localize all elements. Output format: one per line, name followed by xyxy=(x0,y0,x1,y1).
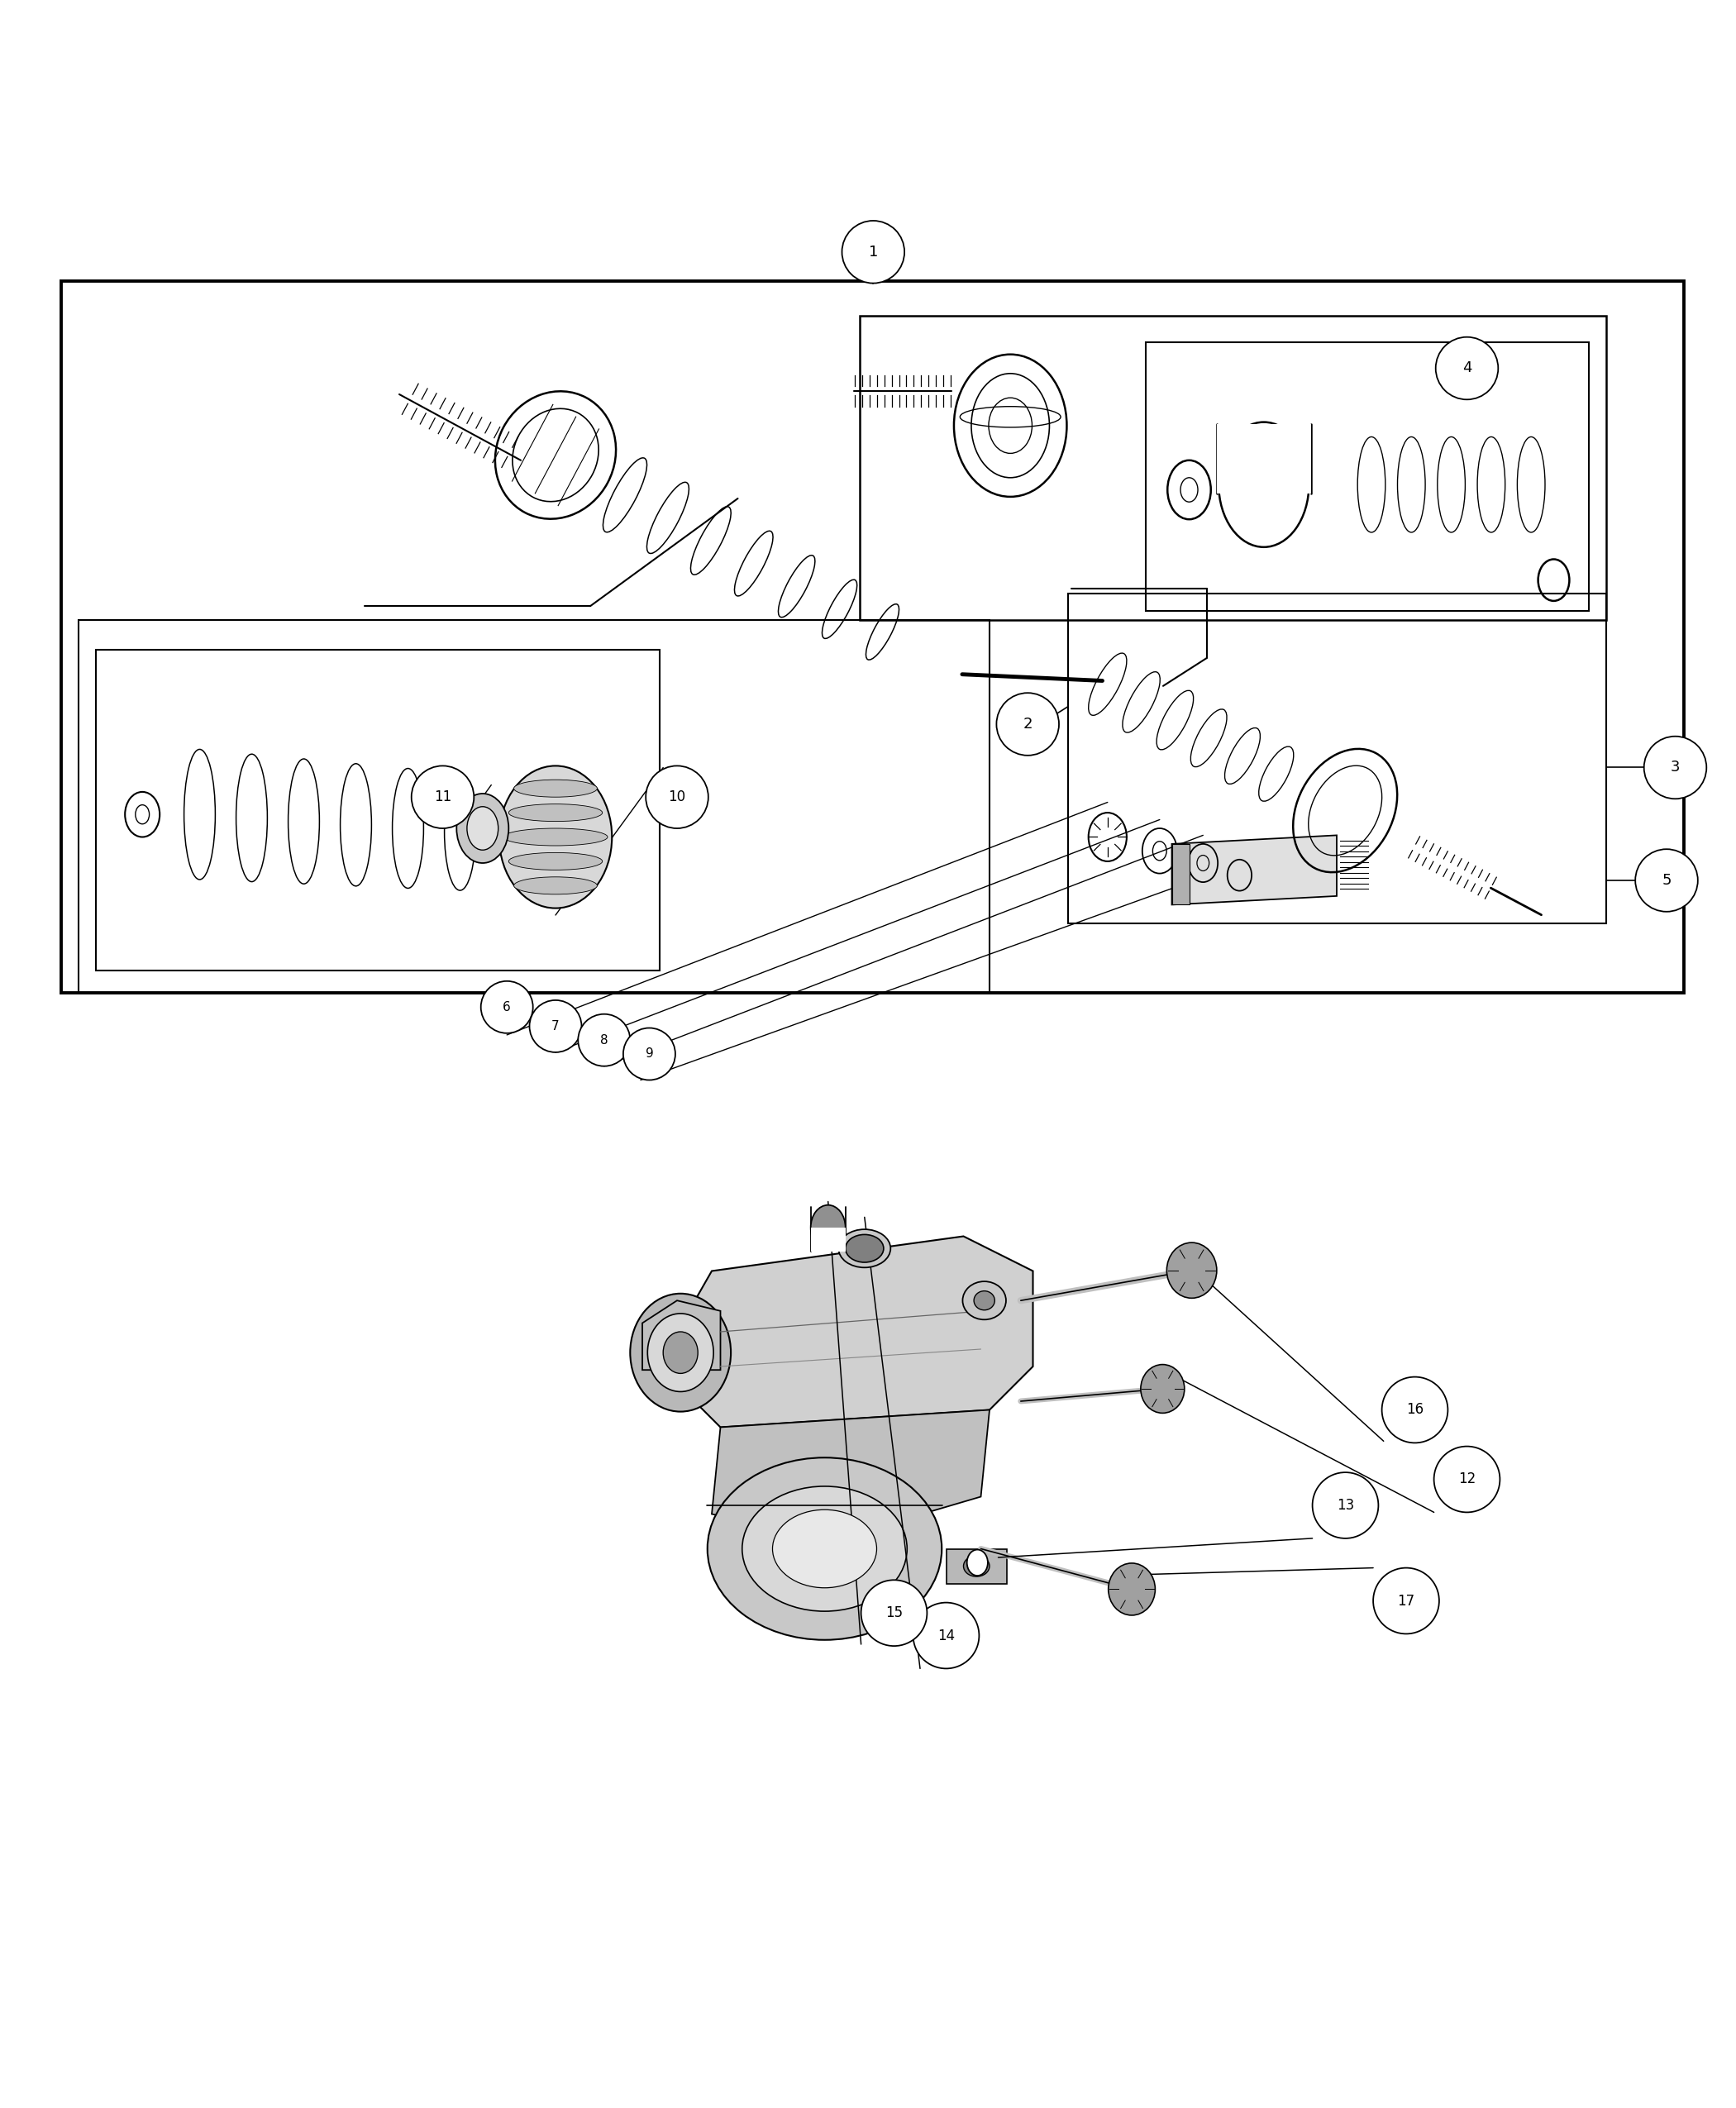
Ellipse shape xyxy=(503,828,608,845)
Ellipse shape xyxy=(500,765,611,909)
Circle shape xyxy=(842,221,904,282)
Ellipse shape xyxy=(962,1282,1005,1320)
Text: 8: 8 xyxy=(601,1033,608,1046)
Ellipse shape xyxy=(708,1457,941,1640)
Circle shape xyxy=(646,765,708,828)
Ellipse shape xyxy=(457,793,509,862)
Text: 15: 15 xyxy=(885,1606,903,1621)
Text: 14: 14 xyxy=(937,1627,955,1642)
Circle shape xyxy=(1436,337,1498,401)
Bar xyxy=(61,282,1684,993)
Polygon shape xyxy=(677,1235,1033,1427)
Ellipse shape xyxy=(514,877,597,894)
Ellipse shape xyxy=(845,1235,884,1263)
Bar xyxy=(859,316,1606,620)
Text: 13: 13 xyxy=(1337,1499,1354,1514)
Bar xyxy=(1146,341,1588,611)
Ellipse shape xyxy=(963,1556,990,1577)
Text: 1: 1 xyxy=(868,245,878,259)
Polygon shape xyxy=(1172,835,1337,904)
Text: 9: 9 xyxy=(646,1048,653,1060)
Ellipse shape xyxy=(514,780,597,797)
Text: 11: 11 xyxy=(434,790,451,805)
Text: 10: 10 xyxy=(668,790,686,805)
Polygon shape xyxy=(642,1301,720,1370)
Ellipse shape xyxy=(1141,1364,1184,1412)
Circle shape xyxy=(411,765,474,828)
Ellipse shape xyxy=(811,1206,845,1250)
Bar xyxy=(1068,594,1606,923)
Ellipse shape xyxy=(648,1313,713,1391)
Circle shape xyxy=(996,694,1059,755)
Circle shape xyxy=(623,1029,675,1079)
Bar xyxy=(78,620,990,993)
Ellipse shape xyxy=(467,807,498,850)
Polygon shape xyxy=(712,1410,990,1541)
Circle shape xyxy=(913,1602,979,1670)
Ellipse shape xyxy=(851,1240,877,1258)
Circle shape xyxy=(578,1014,630,1067)
Circle shape xyxy=(1382,1377,1448,1442)
Text: 6: 6 xyxy=(503,1001,510,1014)
Ellipse shape xyxy=(743,1486,906,1611)
Ellipse shape xyxy=(1108,1564,1154,1615)
Ellipse shape xyxy=(663,1332,698,1374)
Bar xyxy=(1172,843,1189,904)
Circle shape xyxy=(861,1581,927,1646)
Text: 2: 2 xyxy=(1023,717,1033,731)
Text: 17: 17 xyxy=(1397,1594,1415,1608)
Ellipse shape xyxy=(1167,1242,1217,1299)
Circle shape xyxy=(1644,736,1706,799)
Ellipse shape xyxy=(974,1290,995,1309)
Circle shape xyxy=(1373,1568,1439,1634)
Circle shape xyxy=(1635,850,1698,911)
Ellipse shape xyxy=(509,852,602,871)
Text: 5: 5 xyxy=(1661,873,1672,887)
Text: 3: 3 xyxy=(1670,761,1680,776)
Ellipse shape xyxy=(773,1509,877,1587)
Text: 16: 16 xyxy=(1406,1402,1424,1417)
Circle shape xyxy=(1312,1471,1378,1539)
Circle shape xyxy=(1434,1446,1500,1511)
Ellipse shape xyxy=(967,1549,988,1575)
Ellipse shape xyxy=(838,1229,891,1267)
Text: 4: 4 xyxy=(1462,360,1472,375)
Circle shape xyxy=(481,980,533,1033)
Text: 7: 7 xyxy=(552,1020,559,1033)
Bar xyxy=(1217,424,1311,493)
Ellipse shape xyxy=(630,1294,731,1412)
Polygon shape xyxy=(946,1549,1007,1583)
Circle shape xyxy=(529,999,582,1052)
Ellipse shape xyxy=(509,803,602,822)
Bar xyxy=(95,649,660,970)
Bar xyxy=(811,1227,845,1252)
Text: 12: 12 xyxy=(1458,1471,1476,1486)
